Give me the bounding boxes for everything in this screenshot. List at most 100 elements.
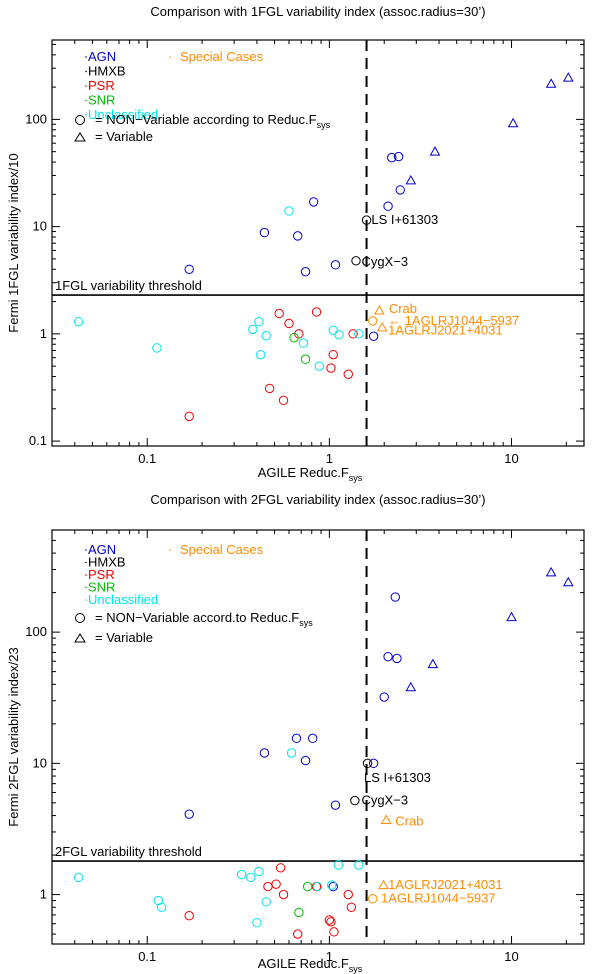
data-point-unclassified	[354, 329, 364, 339]
data-point-snr	[300, 354, 311, 364]
plot-frame	[51, 529, 585, 945]
legend-entry: SNR	[88, 93, 115, 108]
y-axis-title: Fermi 1FGL variability index/10	[6, 153, 21, 332]
data-point-psr	[326, 917, 336, 927]
chart-panel-2: Comparison with 2FGL variability index (…	[6, 492, 585, 974]
y-tick-label: 10	[33, 219, 47, 234]
legend-dot	[85, 586, 87, 589]
data-point-unclassified	[254, 866, 264, 877]
legend-circle-marker	[75, 115, 85, 125]
threshold-label: 2FGL variability threshold	[55, 844, 202, 859]
data-point-hmxb	[351, 256, 361, 266]
legend-marker-subscript: sys	[317, 120, 331, 130]
data-point-unclassified	[254, 316, 264, 327]
legend-dot	[85, 114, 87, 116]
data-point-agn	[562, 72, 574, 82]
data-point-agn	[383, 651, 393, 662]
data-point-agn	[308, 733, 318, 744]
legend-dot	[85, 85, 87, 87]
data-point-agn	[405, 174, 417, 185]
data-point-hmxb	[361, 215, 372, 225]
data-point-unclassified	[252, 918, 262, 928]
data-point-snr	[302, 881, 313, 892]
y-tick-label: 1	[40, 326, 47, 341]
legend-marker-text: = Variable	[95, 129, 153, 144]
data-point-psr	[184, 411, 194, 422]
legend-dot	[169, 549, 171, 551]
data-point-psr	[271, 879, 281, 889]
legend-dot	[85, 561, 87, 564]
y-tick-label: 0.1	[29, 433, 47, 448]
data-point-special	[380, 814, 392, 824]
data-point-psr	[274, 308, 284, 319]
data-point-unclassified	[156, 902, 167, 912]
x-tick-label: 1	[326, 451, 333, 466]
data-point-psr	[324, 915, 335, 925]
data-point-agn	[545, 78, 557, 88]
legend-entry: Unclassified	[88, 592, 158, 607]
data-point-agn	[506, 611, 517, 622]
legend-entry-special: Special Cases	[180, 49, 264, 64]
data-point-agn	[387, 152, 397, 163]
data-point-unclassified	[314, 361, 324, 371]
legend-dot	[85, 574, 87, 576]
data-point-agn	[562, 576, 574, 587]
legend-dot	[85, 70, 87, 73]
data-point-psr	[275, 863, 286, 873]
data-point-psr	[329, 927, 339, 937]
data-point-unclassified	[333, 860, 344, 870]
data-point-agn	[300, 755, 311, 766]
annotation-label: CygX−3	[361, 793, 408, 808]
data-point-psr	[278, 889, 289, 900]
data-point-unclassified	[298, 338, 309, 348]
data-point-special	[378, 879, 389, 890]
legend-dot	[85, 549, 87, 551]
data-point-unclassified	[248, 324, 258, 335]
annotation-label: LS I+61303	[364, 770, 431, 785]
data-point-snr	[289, 333, 299, 343]
data-point-agn	[259, 748, 270, 758]
annotation-label: Crab	[389, 301, 417, 316]
annotation-label: LS I+61303	[371, 212, 438, 227]
data-point-unclassified	[152, 343, 162, 353]
legend-entry: Unclassified	[88, 107, 158, 122]
data-point-agn	[259, 227, 270, 238]
data-point-special	[368, 316, 378, 326]
data-point-unclassified	[284, 206, 294, 216]
data-point-unclassified	[312, 881, 323, 892]
data-point-unclassified	[246, 872, 256, 883]
legend-triangle-marker	[74, 633, 86, 643]
data-point-snr	[294, 907, 304, 918]
data-point-psr	[328, 349, 338, 360]
data-point-unclassified	[73, 316, 84, 327]
data-point-psr	[326, 363, 336, 373]
legend-entry-special: Special Cases	[180, 542, 264, 557]
data-point-unclassified	[354, 860, 364, 870]
data-point-agn	[368, 331, 379, 341]
data-point-unclassified	[73, 872, 84, 883]
data-point-unclassified	[256, 349, 266, 360]
data-point-agn	[291, 733, 302, 744]
data-point-agn	[328, 881, 338, 892]
chart-title: Comparison with 1FGL variability index (…	[150, 4, 485, 19]
data-point-psr	[264, 383, 275, 394]
data-point-agn	[395, 185, 405, 195]
annotation-label: 1AGLRJ2021+4031	[388, 877, 503, 892]
legend-entry: PSR	[88, 567, 115, 582]
data-point-agn	[184, 264, 194, 274]
x-tick-label: 0.1	[138, 451, 156, 466]
y-tick-label: 100	[25, 111, 47, 126]
data-point-unclassified	[286, 748, 297, 758]
annotation-label: ← 1AGLRJ1044−5937	[388, 313, 519, 328]
legend-circle-marker	[75, 613, 85, 623]
data-point-agn	[405, 681, 417, 692]
data-point-agn	[330, 260, 341, 270]
data-point-agn	[379, 692, 389, 702]
data-point-agn	[292, 231, 303, 241]
data-point-unclassified	[236, 869, 247, 880]
legend-dot	[85, 99, 87, 102]
data-point-psr	[278, 395, 289, 406]
